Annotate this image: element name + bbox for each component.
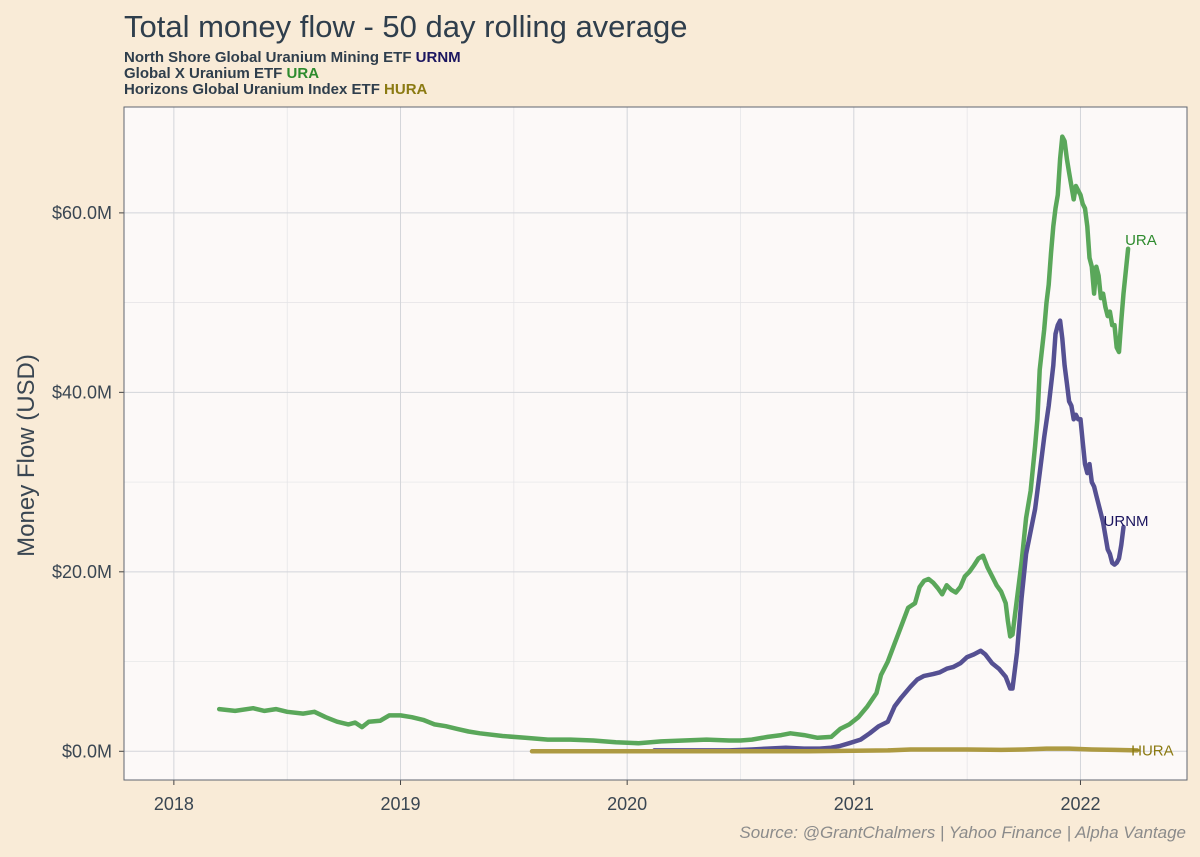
subtitle-ura-ticker: URA (286, 65, 320, 82)
x-tick-label: 2021 (834, 794, 874, 814)
plot-border (123, 106, 1188, 781)
series-line-hura (529, 746, 1140, 754)
chart-title: Total money flow - 50 day rolling averag… (124, 9, 688, 44)
x-tick-label: 2018 (154, 794, 194, 814)
subtitle-ura: Global X Uranium ETF URA (124, 65, 319, 82)
subtitle-urnm-ticker: URNM (415, 49, 461, 66)
subtitle-hura: Horizons Global Uranium Index ETF HURA (124, 81, 427, 98)
subtitle-ura-name: Global X Uranium ETF (124, 65, 283, 82)
subtitle-urnm-name: North Shore Global Uranium Mining ETF (124, 49, 412, 66)
series-label-hura: HURA (1131, 742, 1174, 759)
subtitle-urnm: North Shore Global Uranium Mining ETF UR… (124, 49, 461, 66)
y-tick-label: $20.0M (52, 562, 112, 582)
y-axis-title: Money Flow (USD) (13, 354, 40, 557)
series-label-ura: URA (1125, 232, 1157, 249)
y-tick-label: $40.0M (52, 382, 112, 402)
x-tick-label: 2020 (607, 794, 647, 814)
x-tick-label: 2022 (1060, 794, 1100, 814)
x-tick-label: 2019 (380, 794, 420, 814)
subtitle-hura-ticker: HURA (384, 81, 428, 98)
source-caption: Source: @GrantChalmers | Yahoo Finance |… (739, 823, 1186, 842)
y-tick-label: $0.0M (62, 741, 112, 761)
series-line-ura (216, 134, 1131, 746)
series-label-urnm: URNM (1104, 513, 1149, 530)
plot-panel (124, 107, 1187, 780)
subtitle-hura-name: Horizons Global Uranium Index ETF (124, 81, 380, 98)
series-line-urnm (652, 318, 1126, 753)
y-tick-label: $60.0M (52, 203, 112, 223)
